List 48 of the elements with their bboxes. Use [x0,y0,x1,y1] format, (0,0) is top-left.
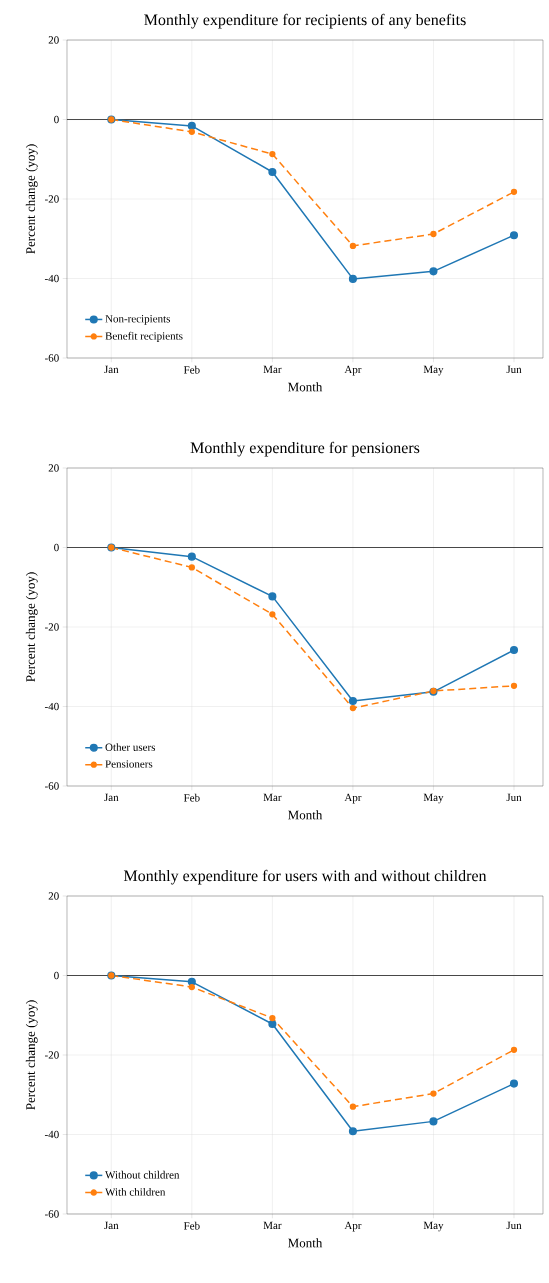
y-tick-label: -40 [44,1130,59,1139]
legend-label: Pensioners [105,760,153,768]
x-tick-label: Mar [263,365,282,374]
y-tick-label: 20 [48,892,59,900]
x-tick-label: May [423,793,444,804]
x-tick-label: Feb [183,365,200,374]
legend-label: Non-recipients [105,315,171,325]
x-tick-label: Jun [506,1221,522,1230]
legend-label: Without children [105,1170,180,1179]
y-tick-label: -20 [44,1051,59,1059]
y-axis-title: Percent change (yoy) [25,144,38,254]
x-tick-label: Apr [344,793,362,804]
x-axis-title: Month [288,810,323,820]
x-tick-label: May [423,1221,444,1232]
x-tick-label: Apr [344,365,362,376]
x-tick-label: Mar [263,793,282,802]
y-tick-label: -60 [44,354,59,362]
y-tick-label: 20 [48,36,59,44]
y-tick-label: -20 [44,623,59,631]
x-axis-title: Month [288,382,323,392]
chart-title: Monthly expenditure for recipients of any benefits [144,13,466,29]
y-axis-title: Percent change (yoy) [25,572,38,682]
y-tick-label: 0 [54,115,59,124]
x-tick-label: Feb [183,1221,200,1230]
legend-label: With children [105,1187,166,1196]
y-tick-label: -60 [44,1210,59,1218]
y-tick-label: 0 [54,543,59,552]
x-axis-title: Month [288,1238,323,1248]
x-tick-label: Jan [104,365,119,374]
legend-label: Benefit recipients [105,331,183,342]
x-tick-label: Jan [104,793,119,802]
y-tick-label: -60 [44,782,59,790]
x-tick-label: Jun [506,793,522,802]
y-tick-label: -40 [44,274,59,283]
x-tick-label: Mar [263,1221,282,1230]
chart-title: Monthly expenditure for users with and without children [123,869,487,885]
y-axis-title: Percent change (yoy) [25,1000,38,1110]
y-tick-label: 0 [54,971,59,980]
y-tick-label: -20 [44,195,59,203]
x-tick-label: Apr [344,1221,362,1232]
legend-label: Other users [105,743,156,751]
x-tick-label: Feb [183,793,200,802]
x-tick-label: May [423,365,444,376]
chart-title: Monthly expenditure for pensioners [190,441,420,457]
x-tick-label: Jan [104,1221,119,1230]
x-tick-label: Jun [506,365,522,374]
y-tick-label: -40 [44,702,59,711]
y-tick-label: 20 [48,464,59,472]
